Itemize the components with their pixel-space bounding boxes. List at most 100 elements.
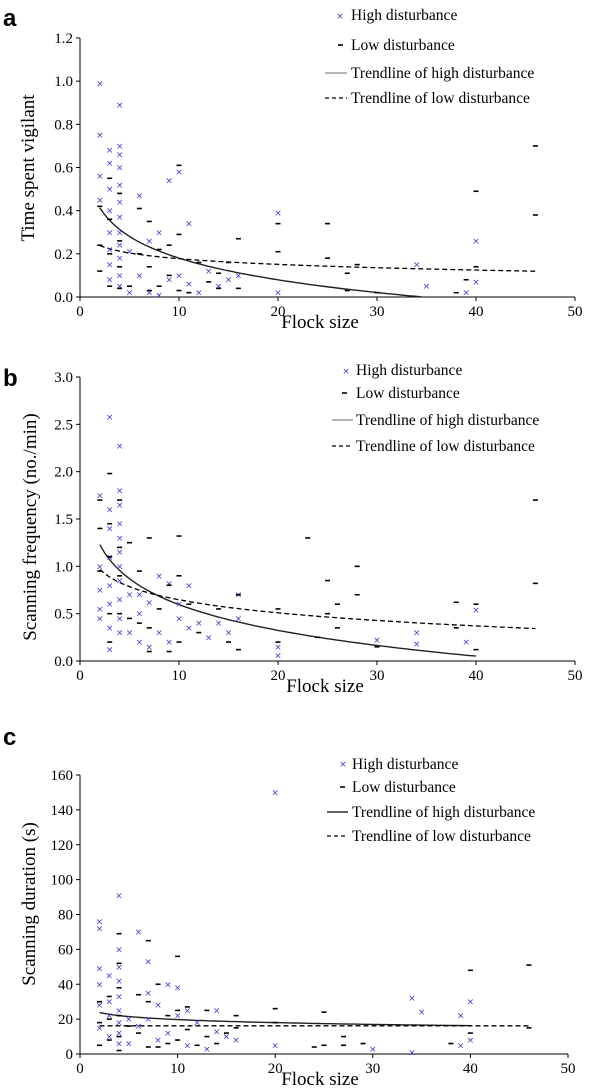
panel-b-legend-high-marker: ×: [342, 367, 350, 377]
panel-c-point-high: ×: [369, 1045, 377, 1055]
panel-c-x-tick-label: 40: [463, 1061, 478, 1077]
panel-a-point-high: ×: [185, 280, 193, 290]
panel-b-y-tick-label: 0.0: [54, 654, 73, 670]
panel-a-point-high: ×: [106, 228, 114, 238]
panel-b-point-high: ×: [146, 598, 154, 608]
panel-c-point-high: ×: [174, 984, 182, 994]
panel-a-y-tick-label: 0.4: [54, 204, 73, 220]
panel-c-point-high: ×: [115, 1019, 123, 1029]
panel-a-point-high: ×: [136, 271, 144, 281]
panel-c-point-high: ×: [106, 998, 114, 1008]
panel-b-point-high: ×: [106, 646, 114, 656]
panel-a-point-high: ×: [116, 164, 124, 174]
panel-a-trendline-low: [99, 244, 536, 272]
panel-c-point-high: ×: [96, 980, 104, 990]
panel-c-point-high: ×: [125, 1040, 133, 1050]
panel-c-x-tick-label: 20: [268, 1061, 283, 1077]
panel-c-point-high: ×: [96, 917, 104, 927]
panel-c-point-high: ×: [106, 972, 114, 982]
panel-c-x-tick-label: 50: [561, 1061, 576, 1077]
panel-a-point-high: ×: [274, 289, 282, 299]
panel-b-legend-low-label: Low disturbance: [356, 385, 460, 402]
panel-b-x-tick-label: 40: [469, 668, 484, 684]
panel-b-point-high: ×: [116, 501, 124, 511]
panel-c-y-tick-label: 100: [51, 873, 74, 889]
panel-a-point-high: ×: [126, 289, 134, 299]
panel-b-legend-trend-high-label: Trendline of high disturbance: [356, 412, 539, 429]
panel-c-y-tick-label: 0: [66, 1047, 74, 1063]
panel-a-point-high: ×: [116, 142, 124, 152]
panel-a-point-high: ×: [116, 101, 124, 111]
panel-a-point-high: ×: [155, 291, 163, 301]
panel-b-point-high: ×: [274, 651, 282, 661]
panel-c-x-tick-label: 10: [170, 1061, 185, 1077]
panel-c-legend-trend-low-label: Trendline of low disturbance: [352, 828, 531, 845]
panel-b-x-tick-label: 20: [271, 668, 286, 684]
panel-c-point-high: ×: [271, 788, 279, 798]
panel-a-point-high: ×: [106, 159, 114, 169]
panel-b-point-high: ×: [205, 633, 213, 643]
panel-a-x-tick-label: 30: [370, 304, 385, 320]
panel-b-point-high: ×: [175, 600, 183, 610]
panel-a-point-high: ×: [165, 176, 173, 186]
panel-b-point-high: ×: [106, 506, 114, 516]
panel-b-point-high: ×: [165, 579, 173, 589]
panel-a-point-high: ×: [116, 282, 124, 292]
panel-b-point-high: ×: [96, 614, 104, 624]
panel-a-x-tick-label: 20: [271, 304, 286, 320]
panel-a-point-high: ×: [106, 185, 114, 195]
panel-a-point-high: ×: [106, 261, 114, 271]
panel-b-point-high: ×: [116, 520, 124, 530]
panel-b-point-high: ×: [185, 624, 193, 634]
panel-c: c Flock size Scanning duration (s) × Hig…: [3, 724, 576, 1090]
panel-c-point-high: ×: [174, 1012, 182, 1022]
panel-c-point-high: ×: [115, 963, 123, 973]
panel-b: b Flock size Scanning frequency (no./min…: [3, 362, 583, 697]
panel-c-point-high: ×: [408, 1048, 416, 1058]
panel-a-legend-low-label: Low disturbance: [351, 37, 455, 54]
panel-c-point-high: ×: [193, 1019, 201, 1029]
panel-a-point-high: ×: [472, 278, 480, 288]
panel-c-point-high: ×: [271, 1041, 279, 1051]
panel-a-legend-high-marker: ×: [336, 12, 344, 22]
panel-a-point-high: ×: [423, 282, 431, 292]
panel-c-point-high: ×: [154, 1036, 162, 1046]
panel-a-point-high: ×: [175, 271, 183, 281]
panel-c-point-high: ×: [125, 1015, 133, 1025]
panel-c-y-tick-label: 120: [51, 838, 74, 854]
panel-a-point-high: ×: [215, 282, 223, 292]
panel-c-y-tick-label: 80: [58, 908, 73, 924]
panel-b-point-high: ×: [116, 487, 124, 497]
panel-c-point-high: ×: [115, 1040, 123, 1050]
panel-c-point-high: ×: [203, 1045, 211, 1055]
panel-b-point-high: ×: [235, 614, 243, 624]
panel-a-x-tick-label: 50: [568, 304, 583, 320]
panel-c-point-high: ×: [164, 980, 172, 990]
panel-b-point-high: ×: [106, 524, 114, 534]
panel-b-y-tick-label: 2.0: [54, 465, 73, 481]
panel-c-y-tick-label: 60: [58, 942, 73, 958]
panel-c-point-high: ×: [96, 1024, 104, 1034]
panel-a-point-high: ×: [205, 267, 213, 277]
panel-b-point-high: ×: [136, 591, 144, 601]
panel-c-point-high: ×: [115, 977, 123, 987]
panel-a-legend-trend-high-label: Trendline of high disturbance: [351, 65, 534, 82]
panel-b-point-high: ×: [116, 629, 124, 639]
panel-a-y-tick-label: 1.0: [54, 74, 73, 90]
panel-c-point-high: ×: [115, 891, 123, 901]
panel-b-point-high: ×: [225, 629, 233, 639]
panel-c-point-high: ×: [184, 1041, 192, 1051]
panel-a-legend: × High disturbance Low disturbance Trend…: [325, 7, 534, 107]
panel-a-point-high: ×: [96, 79, 104, 89]
panel-a-y-tick-label: 0.8: [54, 117, 73, 133]
panel-a-letter: a: [3, 5, 17, 32]
panel-a-point-high: ×: [146, 289, 154, 299]
panel-b-point-high: ×: [106, 581, 114, 591]
panel-b-point-high: ×: [235, 591, 243, 601]
panel-b-point-high: ×: [116, 442, 124, 452]
panel-c-point-high: ×: [145, 1015, 153, 1025]
panel-b-point-high: ×: [126, 629, 134, 639]
panel-c-point-high: ×: [145, 989, 153, 999]
panel-b-legend-trend-low-label: Trendline of low disturbance: [356, 438, 535, 455]
